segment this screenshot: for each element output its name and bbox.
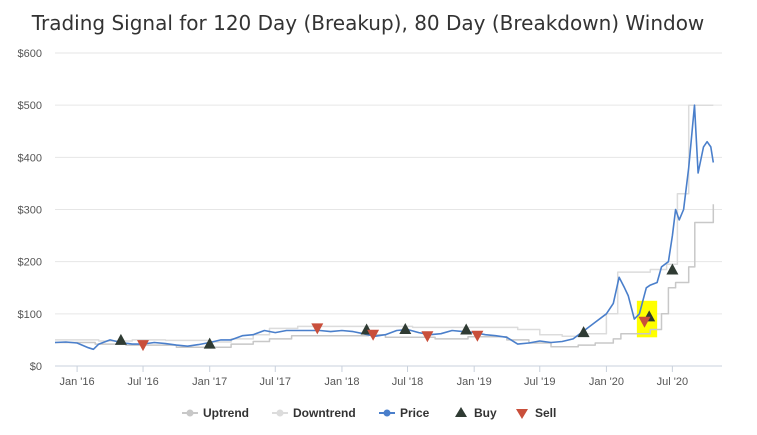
legend-item-sell[interactable]: Sell (516, 406, 556, 420)
y-tick-label: $600 (18, 48, 42, 60)
legend-label: Sell (535, 406, 556, 420)
signal-markers (114, 263, 679, 352)
x-tick-label: Jan '20 (589, 376, 624, 388)
legend-symbol-dot (276, 409, 284, 417)
legend-symbol (516, 409, 528, 419)
x-tick-label: Jul '16 (127, 376, 158, 388)
x-tick-label: Jan '18 (324, 376, 359, 388)
sell-marker (311, 323, 324, 335)
legend[interactable]: Uptrend Downtrend Price Buy Sell (182, 406, 556, 420)
y-tick-label: $400 (18, 152, 42, 164)
sell-marker (421, 331, 434, 343)
series-lines (54, 104, 715, 351)
x-tick-label: Jan '17 (192, 376, 227, 388)
downtrend-line (55, 104, 714, 343)
buy-marker (203, 337, 216, 349)
sell-marker (137, 340, 149, 352)
x-tick-label: Jan '16 (60, 376, 95, 388)
buy-marker (577, 326, 590, 338)
price-line (54, 104, 715, 351)
legend-label: Downtrend (293, 406, 356, 420)
x-tick-label: Jul '18 (392, 376, 423, 388)
sell-marker (471, 330, 484, 342)
y-tick-label: $300 (18, 205, 42, 217)
buy-marker (666, 263, 679, 275)
x-tick-label: Jul '17 (260, 376, 291, 388)
axes: $0 $100 $200 $300 $400 $500 $600 Jan '16 Jul '16… (18, 48, 722, 388)
grid (55, 52, 722, 315)
legend-item-price[interactable]: Price (379, 406, 430, 420)
legend-item-buy[interactable]: Buy (455, 406, 497, 420)
legend-label: Uptrend (203, 406, 249, 420)
sell-marker (367, 329, 380, 341)
legend-symbol (455, 407, 467, 417)
y-tick-label: $0 (30, 361, 42, 373)
buy-marker (114, 333, 127, 345)
chart-title: Trading Signal for 120 Day (Breakup), 80… (31, 11, 705, 35)
y-tick-label: $200 (18, 257, 42, 269)
sell-marker (638, 316, 651, 328)
y-tick-label: $500 (18, 100, 42, 112)
x-tick-label: Jul '19 (524, 376, 555, 388)
legend-item-downtrend[interactable]: Downtrend (272, 406, 356, 420)
y-tick-label: $100 (18, 309, 42, 321)
buy-marker (399, 323, 412, 334)
legend-symbol-dot (383, 409, 391, 417)
legend-item-uptrend[interactable]: Uptrend (182, 406, 249, 420)
legend-symbol-dot (186, 409, 194, 417)
legend-label: Price (400, 406, 430, 420)
uptrend-line (55, 204, 715, 348)
x-tick-label: Jul '20 (657, 376, 688, 388)
legend-label: Buy (474, 406, 497, 420)
buy-marker (460, 323, 473, 335)
x-tick-label: Jan '19 (457, 376, 492, 388)
